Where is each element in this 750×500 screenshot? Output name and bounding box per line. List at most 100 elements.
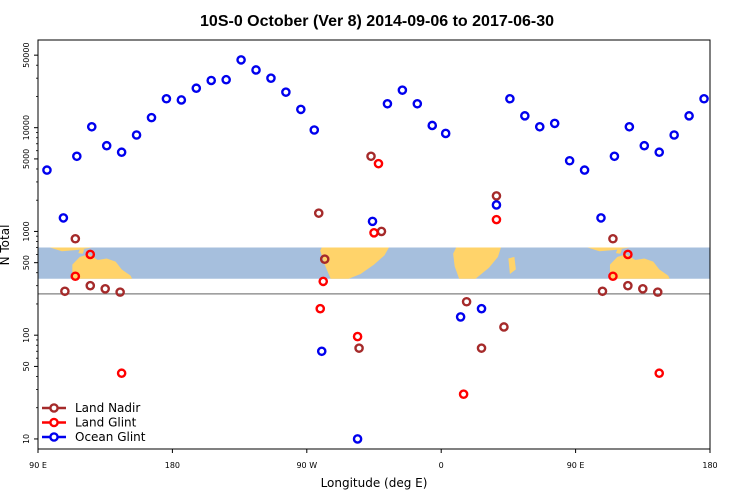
land-glint-point bbox=[623, 249, 633, 260]
ocean-glint-point bbox=[412, 98, 423, 109]
ocean-glint-point bbox=[455, 312, 466, 322]
x-axis-label: Longitude (deg E) bbox=[321, 476, 428, 490]
land-nadir-point bbox=[354, 343, 364, 353]
land-glint-point bbox=[458, 389, 469, 399]
land-south-america bbox=[320, 247, 389, 279]
land-islands-0 bbox=[78, 249, 85, 254]
legend-marker-ocean-glint bbox=[49, 432, 59, 442]
y-tick-label: 10000 bbox=[22, 115, 31, 140]
land-glint-point bbox=[318, 276, 329, 287]
ocean-glint-point bbox=[699, 93, 709, 104]
ocean-glint-point bbox=[534, 121, 545, 132]
ocean-glint-point bbox=[101, 140, 112, 151]
y-tick-label: 1000 bbox=[22, 221, 31, 241]
ocean-glint-point bbox=[397, 85, 408, 95]
land-nadir-point bbox=[608, 233, 618, 244]
legend-marker-land-glint bbox=[49, 417, 59, 428]
land-indonesia-1 bbox=[587, 247, 630, 252]
land-islands-1 bbox=[615, 249, 622, 254]
ocean-glint-point bbox=[367, 216, 378, 227]
y-tick-label: 5000 bbox=[22, 149, 31, 169]
legend-label-land-nadir: Land Nadir bbox=[75, 401, 140, 415]
y-tick-label: 100 bbox=[22, 328, 31, 343]
ocean-glint-point bbox=[72, 151, 82, 162]
ocean-glint-point bbox=[654, 147, 665, 158]
land-nadir-point bbox=[376, 226, 387, 237]
land-nadir-point bbox=[313, 208, 324, 218]
ocean-glint-point bbox=[639, 140, 650, 151]
land-australia-1 bbox=[609, 254, 670, 279]
land-indonesia-0 bbox=[49, 247, 92, 252]
legend-label-land-glint: Land Glint bbox=[75, 416, 137, 430]
ocean-glint-point bbox=[281, 87, 291, 97]
ocean-glint-point bbox=[131, 130, 142, 140]
ocean-glint-point bbox=[316, 346, 327, 357]
ocean-glint-point bbox=[520, 111, 530, 121]
land-nadir-point bbox=[638, 283, 648, 294]
points-layer bbox=[42, 55, 709, 444]
ocean-glint-point bbox=[161, 93, 172, 104]
land-nadir-point bbox=[319, 254, 330, 265]
ocean-glint-point bbox=[309, 125, 320, 135]
ocean-glint-point bbox=[382, 98, 393, 109]
ocean-glint-point bbox=[549, 118, 560, 129]
land-glint-point bbox=[608, 271, 618, 282]
land-nadir-point bbox=[85, 280, 96, 291]
chart-title: 10S-0 October (Ver 8) 2014-09-06 to 2017… bbox=[200, 13, 554, 30]
x-tick-label: 180 bbox=[165, 461, 180, 470]
legend-label-ocean-glint: Ocean Glint bbox=[75, 430, 146, 444]
ocean-glint-point bbox=[296, 104, 306, 115]
ocean-glint-point bbox=[505, 93, 515, 104]
y-axis-label: N Total bbox=[0, 225, 12, 266]
land-nadir-point bbox=[491, 191, 502, 201]
land-glint-point bbox=[70, 271, 81, 282]
ocean-glint-point bbox=[206, 75, 217, 86]
y-tick-label: 50000 bbox=[22, 42, 31, 67]
land-glint-point bbox=[654, 368, 665, 379]
land-glint-point bbox=[352, 331, 363, 342]
legend-marker-land-nadir bbox=[49, 403, 59, 413]
land-africa bbox=[453, 247, 501, 279]
map-band bbox=[38, 247, 710, 279]
land-nadir-point bbox=[499, 322, 509, 332]
ocean-glint-point bbox=[564, 155, 575, 166]
ocean-glint-point bbox=[427, 120, 438, 131]
ocean-glint-point bbox=[191, 83, 202, 94]
ocean-glint-point bbox=[176, 95, 187, 105]
ocean-glint-point bbox=[42, 165, 52, 175]
ocean-glint-point bbox=[579, 165, 590, 175]
land-glint-point bbox=[116, 368, 127, 379]
y-axis: 10 50 100 500 1000 5000 10000 50000 bbox=[22, 42, 38, 444]
ocean-glint-point bbox=[609, 151, 620, 162]
land-nadir-point bbox=[476, 343, 487, 353]
land-nadir-point bbox=[100, 283, 110, 294]
ocean-glint-point bbox=[221, 74, 231, 85]
ocean-glint-point bbox=[266, 73, 276, 83]
y-tick-label: 500 bbox=[22, 255, 31, 270]
land-madagascar bbox=[508, 256, 516, 275]
land-nadir-point bbox=[623, 280, 633, 291]
x-tick-label: 180 bbox=[702, 461, 717, 470]
ocean-glint-point bbox=[146, 112, 157, 123]
ocean-glint-point bbox=[86, 121, 97, 132]
land-glint-point bbox=[369, 228, 379, 238]
x-tick-label: 90 E bbox=[29, 461, 47, 470]
land-australia-0 bbox=[72, 254, 133, 279]
y-tick-label: 50 bbox=[22, 361, 31, 371]
ocean-glint-point bbox=[440, 128, 451, 139]
ocean-glint-point bbox=[251, 65, 261, 75]
ocean-glint-point bbox=[58, 213, 69, 223]
land-glint-point bbox=[491, 214, 502, 225]
x-tick-label: 90 E bbox=[567, 461, 585, 470]
land-glint-point bbox=[315, 303, 326, 314]
land-nadir-point bbox=[652, 287, 663, 297]
land-glint-point bbox=[373, 158, 384, 169]
plot-frame bbox=[37, 39, 711, 450]
land-nadir-point bbox=[115, 287, 125, 297]
ocean-glint-point bbox=[669, 130, 679, 140]
y-tick-label: 10 bbox=[22, 434, 31, 444]
x-axis: 90 E 180 90 W 0 90 E 180 bbox=[29, 449, 718, 470]
ocean-glint-point bbox=[476, 303, 487, 314]
